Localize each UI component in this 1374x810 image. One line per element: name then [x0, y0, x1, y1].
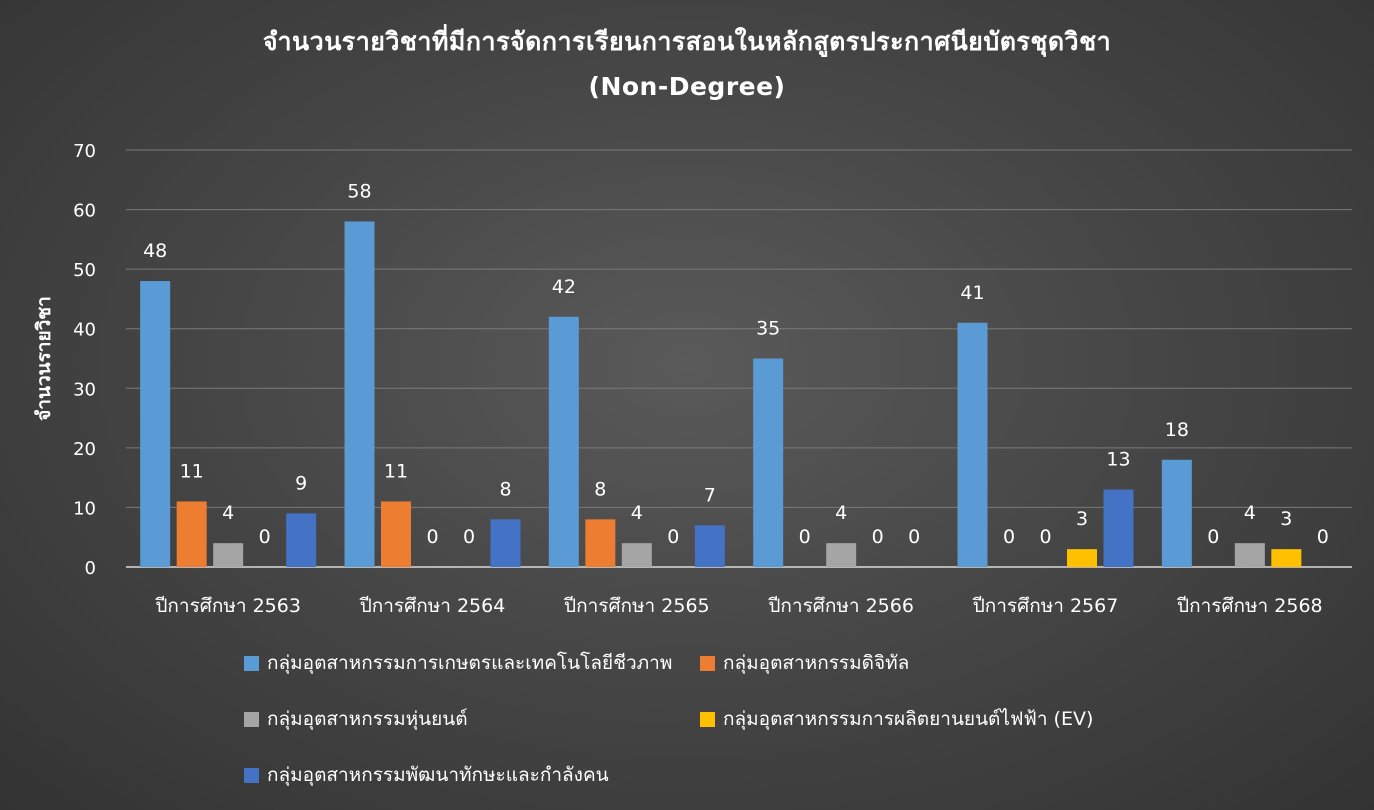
- legend-item: กลุ่มอุตสาหกรรมหุ่นยนต์: [244, 704, 468, 734]
- data-label: 4: [222, 502, 234, 524]
- legend-label: กลุ่มอุตสาหกรรมดิจิทัล: [723, 652, 910, 674]
- bar: [957, 322, 988, 567]
- legend-label: กลุ่มอุตสาหกรรมการเกษตรและเทคโนโลยีชีวภา…: [267, 652, 673, 674]
- data-label: 41: [960, 282, 984, 304]
- bar: [381, 501, 411, 567]
- data-label: 0: [259, 526, 271, 548]
- bar: [548, 316, 579, 567]
- chart-legend: กลุ่มอุตสาหกรรมการเกษตรและเทคโนโลยีชีวภา…: [244, 648, 1244, 798]
- legend-swatch: [700, 711, 715, 727]
- legend-swatch: [244, 711, 259, 727]
- bar: [490, 519, 521, 567]
- bar: [621, 543, 652, 567]
- x-tick-label: ปีการศึกษา 2567: [972, 595, 1118, 617]
- chart-subtitle: (Non-Degree): [588, 72, 786, 101]
- legend-swatch: [244, 655, 259, 671]
- x-tick-label: ปีการศึกษา 2565: [563, 595, 709, 617]
- data-label: 8: [594, 478, 606, 500]
- y-axis-title: จำนวนรายวิชา: [33, 296, 55, 421]
- legend-swatch: [244, 767, 259, 783]
- x-tick-label: ปีการศึกษา 2563: [155, 595, 301, 617]
- legend-item: กลุ่มอุตสาหกรรมดิจิทัล: [700, 648, 909, 678]
- data-label: 0: [667, 526, 679, 548]
- data-label: 0: [1039, 526, 1051, 548]
- y-tick-label: 60: [73, 201, 96, 222]
- y-tick-label: 50: [73, 260, 96, 281]
- bar: [1234, 543, 1265, 567]
- y-tick-label: 30: [73, 379, 96, 400]
- y-tick-label: 20: [73, 439, 96, 460]
- data-label: 8: [499, 478, 511, 500]
- bar: [1271, 549, 1302, 567]
- y-tick-label: 10: [73, 498, 96, 519]
- x-tick-label: ปีการศึกษา 2564: [359, 595, 505, 617]
- chart-title: จำนวนรายวิชาที่มีการจัดการเรียนการสอนในห…: [262, 27, 1112, 56]
- data-label: 0: [1207, 526, 1219, 548]
- data-label: 0: [1317, 526, 1329, 548]
- bar: [140, 281, 171, 567]
- data-label: 3: [1280, 508, 1292, 530]
- bar: [286, 513, 317, 567]
- legend-swatch: [700, 655, 715, 671]
- bar: [585, 519, 616, 567]
- data-label: 58: [347, 180, 371, 202]
- y-tick-label: 0: [85, 558, 96, 579]
- bar: [826, 543, 857, 567]
- y-tick-label: 70: [73, 141, 96, 162]
- data-label: 0: [1003, 526, 1015, 548]
- legend-item: กลุ่มอุตสาหกรรมการผลิตยานยนต์ไฟฟ้า (EV): [700, 704, 1093, 734]
- data-label: 11: [180, 460, 204, 482]
- bar-chart: 010203040506070จำนวนรายวิชา4811409ปีการศ…: [33, 141, 1352, 617]
- legend-item: กลุ่มอุตสาหกรรมพัฒนาทักษะและกำลังคน: [244, 760, 609, 790]
- x-tick-label: ปีการศึกษา 2566: [768, 595, 914, 617]
- data-label: 35: [756, 318, 780, 340]
- data-label: 3: [1076, 508, 1088, 530]
- data-label: 9: [295, 472, 307, 494]
- data-label: 48: [143, 240, 167, 262]
- data-label: 4: [835, 502, 847, 524]
- bar: [1103, 489, 1134, 567]
- legend-label: กลุ่มอุตสาหกรรมหุ่นยนต์: [267, 708, 468, 730]
- legend-item: กลุ่มอุตสาหกรรมการเกษตรและเทคโนโลยีชีวภา…: [244, 648, 672, 678]
- data-label: 0: [463, 526, 475, 548]
- data-label: 13: [1106, 449, 1130, 471]
- data-label: 0: [908, 526, 920, 548]
- bar: [1067, 549, 1097, 567]
- data-label: 42: [552, 276, 576, 298]
- bar: [213, 543, 244, 567]
- x-tick-label: ปีการศึกษา 2568: [1176, 595, 1322, 617]
- bar: [1161, 459, 1192, 567]
- data-label: 0: [872, 526, 884, 548]
- data-label: 18: [1165, 419, 1189, 441]
- bar: [176, 501, 207, 567]
- data-label: 7: [704, 484, 716, 506]
- legend-label: กลุ่มอุตสาหกรรมการผลิตยานยนต์ไฟฟ้า (EV): [723, 708, 1094, 730]
- y-tick-label: 40: [73, 320, 96, 341]
- bar: [753, 358, 784, 567]
- data-label: 4: [1244, 502, 1256, 524]
- data-label: 11: [384, 460, 408, 482]
- data-label: 0: [426, 526, 438, 548]
- data-label: 4: [631, 502, 643, 524]
- bar: [344, 221, 375, 567]
- bar: [694, 525, 725, 567]
- data-label: 0: [799, 526, 811, 548]
- legend-label: กลุ่มอุตสาหกรรมพัฒนาทักษะและกำลังคน: [267, 764, 609, 786]
